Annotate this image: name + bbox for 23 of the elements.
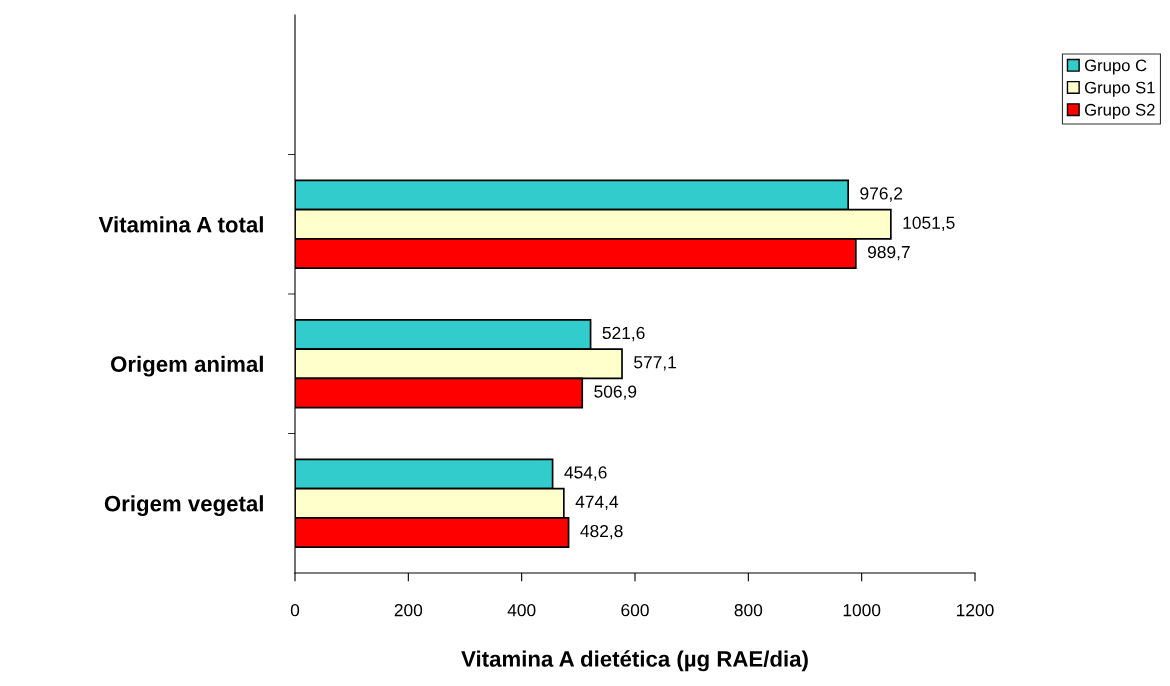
y-tick-label: Origem animal (110, 355, 263, 377)
legend-label: Grupo S1 (1084, 81, 1155, 97)
data-label: 989,7 (867, 245, 910, 261)
data-label: 1051,5 (903, 216, 955, 231)
x-tick-label: 1200 (957, 604, 994, 617)
data-label: 976,2 (860, 187, 903, 202)
data-label: 454,6 (564, 466, 607, 481)
y-tick-label: Origem vegetal (104, 495, 263, 517)
y-tick-label: Vitamina A total (98, 216, 263, 233)
data-label: 482,8 (580, 524, 623, 540)
x-tick-label: 0 (290, 604, 300, 617)
x-tick-label: 200 (394, 604, 423, 617)
x-tick-label: 1000 (843, 604, 881, 617)
data-label: 474,4 (575, 495, 619, 510)
x-tick-label: 800 (734, 604, 763, 617)
x-axis-title: Vitamina A dietética (µg RAE/dia) (461, 650, 808, 672)
data-label: 577,1 (634, 356, 676, 371)
data-label: 506,9 (594, 385, 637, 400)
data-label: 521,6 (602, 326, 645, 342)
x-tick-label: 600 (621, 604, 649, 617)
legend-label: Grupo C (1084, 59, 1147, 75)
x-tick-label: 400 (507, 604, 536, 617)
legend-label: Grupo S2 (1084, 103, 1155, 119)
